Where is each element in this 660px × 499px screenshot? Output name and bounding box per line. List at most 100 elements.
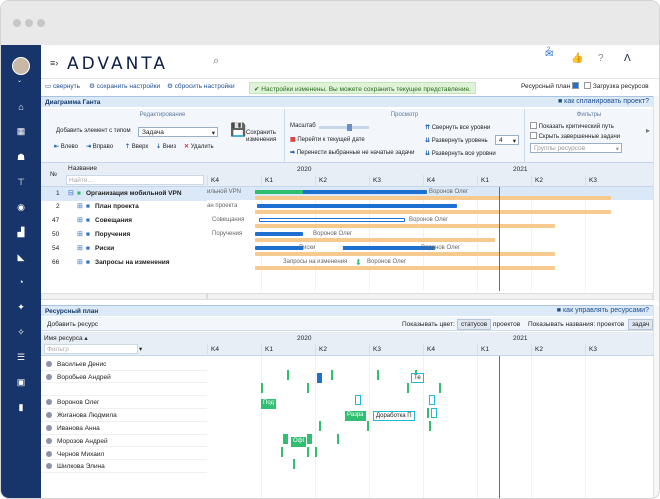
allocation-mark[interactable]: [367, 421, 369, 431]
gantt-bar[interactable]: [255, 190, 427, 194]
resource-groups-select[interactable]: Группы ресурсов ▾: [530, 143, 622, 153]
table-row[interactable]: 66 ⊞ ■ Запросы на изменения: [41, 256, 207, 270]
allocation-box[interactable]: [355, 395, 361, 405]
element-type-select[interactable]: Задача ▾: [138, 127, 218, 137]
menu-icon[interactable]: ≡›: [50, 58, 59, 68]
gantt-help-link[interactable]: ■ как спланировать проект?: [557, 98, 649, 105]
checklist-icon[interactable]: ☰: [16, 352, 26, 362]
resource-help-link[interactable]: ■ как управлять ресурсами?: [556, 307, 649, 314]
reset-settings-button[interactable]: ⚙ сбросить настройки: [167, 83, 235, 90]
resource-row[interactable]: Морозов Андрей: [41, 435, 207, 448]
thumbs-up-icon[interactable]: 👍: [571, 53, 584, 64]
gantt-vertical-scrollbar[interactable]: [653, 96, 659, 301]
table-row[interactable]: 2 ⊞ ■ План проекта: [41, 200, 207, 214]
gantt-bar[interactable]: [255, 252, 555, 256]
expand-toggle-icon[interactable]: ⊞: [77, 259, 83, 266]
allocation-mark[interactable]: [307, 382, 309, 393]
resource-row[interactable]: Иванова Анна: [41, 422, 207, 435]
critical-path-checkbox[interactable]: Показать критический путь: [530, 122, 614, 130]
timeline-horizontal-scrollbar[interactable]: [207, 293, 653, 300]
run-icon[interactable]: ✦: [17, 302, 25, 312]
move-unstarted-button[interactable]: ➡ Перенести выбранные не начатые задачи: [290, 150, 415, 156]
chart-icon[interactable]: ▟: [17, 227, 25, 237]
allocation-mark[interactable]: [261, 382, 263, 393]
delete-button[interactable]: ✕ Удалить: [184, 144, 214, 150]
move-down-button[interactable]: ⇣ Вниз: [156, 144, 177, 150]
allocation-mark[interactable]: [407, 382, 409, 393]
task-box[interactable]: Разра: [345, 411, 366, 422]
gantt-bar[interactable]: [255, 232, 303, 236]
expand-toggle-icon[interactable]: ⊟: [68, 190, 74, 197]
name-filter-input[interactable]: Найти...: [66, 175, 204, 185]
allocation-box[interactable]: [283, 434, 288, 444]
window-dot[interactable]: [13, 19, 21, 27]
resource-load-toggle[interactable]: Загрузка ресурсов: [584, 82, 649, 90]
allocation-mark[interactable]: [281, 446, 283, 457]
bookmark-icon[interactable]: ▮: [18, 402, 24, 412]
level-select[interactable]: 4 ▾: [495, 135, 519, 145]
resource-row[interactable]: Жиганова Людмила: [41, 409, 207, 422]
save-changes-line1[interactable]: Сохранить: [246, 130, 276, 136]
window-dot[interactable]: [25, 19, 33, 27]
resource-name-header[interactable]: Имя ресурса ▴: [44, 335, 88, 342]
allocation-mark[interactable]: [337, 433, 339, 444]
calendar-icon[interactable]: ▦: [16, 126, 26, 136]
circle-icon[interactable]: ◉: [17, 202, 25, 212]
sparkle-icon[interactable]: ✧: [17, 327, 25, 337]
grid-horizontal-scrollbar[interactable]: [41, 293, 207, 300]
add-resource-button[interactable]: Добавить ресурс: [47, 321, 99, 328]
hierarchy-icon[interactable]: ⊤: [17, 177, 25, 187]
scale-slider-handle[interactable]: [347, 124, 352, 131]
resource-vertical-scrollbar[interactable]: [653, 305, 659, 498]
expand-toggle-icon[interactable]: ⊞: [77, 245, 83, 252]
gantt-bar[interactable]: [255, 196, 611, 200]
allocation-mark[interactable]: [293, 459, 295, 470]
task-box[interactable]: Офі: [291, 437, 306, 447]
resource-row[interactable]: Воронов Олег: [41, 396, 207, 409]
resource-row[interactable]: [41, 384, 207, 397]
scale-slider[interactable]: [319, 124, 369, 131]
allocation-box[interactable]: [307, 434, 312, 444]
gantt-bar[interactable]: [255, 210, 611, 214]
ribbon-scroll-right-icon[interactable]: ▸: [646, 126, 651, 135]
move-up-button[interactable]: ⇡ Вверх: [125, 144, 149, 150]
gantt-bar[interactable]: [255, 190, 303, 194]
home-icon[interactable]: ⌂: [18, 102, 24, 112]
help-icon[interactable]: ?: [598, 53, 604, 64]
profile-logo-icon[interactable]: Λ: [624, 53, 631, 64]
window-dot[interactable]: [37, 19, 45, 27]
collapse-all-button[interactable]: ⇈ Свернуть все уровни: [425, 125, 491, 131]
task-box[interactable]: Доработка П: [373, 411, 415, 422]
expand-toggle-icon[interactable]: ⊞: [77, 231, 83, 238]
gantt-bar[interactable]: [255, 246, 435, 250]
move-right-button[interactable]: ⇥ Вправо: [86, 144, 114, 150]
chevron-down-icon[interactable]: ⌄: [17, 78, 23, 84]
allocation-mark[interactable]: [319, 421, 321, 431]
save-settings-button[interactable]: ⚙ сохранить настройки: [89, 83, 161, 90]
col-name-header[interactable]: Название: [68, 165, 98, 172]
table-row[interactable]: 50 ⊞ ■ Поручения: [41, 228, 207, 242]
allocation-mark[interactable]: [315, 446, 317, 457]
gantt-bar[interactable]: [259, 218, 405, 222]
allocation-mark[interactable]: [331, 369, 333, 380]
gantt-bar[interactable]: [255, 224, 555, 228]
table-row[interactable]: 47 ⊞ ■ Совещания: [41, 214, 207, 228]
allocation-mark[interactable]: [377, 369, 379, 380]
gantt-bar[interactable]: [255, 266, 555, 270]
gantt-bar[interactable]: [303, 246, 343, 250]
collapse-button[interactable]: ▭ свернуть: [45, 83, 81, 90]
gauge-icon[interactable]: ◔: [18, 277, 24, 287]
allocation-mark[interactable]: [427, 408, 429, 419]
hide-done-checkbox[interactable]: Скрыть завершенные задачи: [530, 132, 620, 140]
users-icon[interactable]: ☗: [16, 152, 26, 162]
window-icon[interactable]: ▣: [16, 377, 26, 387]
table-row[interactable]: 54 ⊞ ■ Риски: [41, 242, 207, 256]
color-by-project-button[interactable]: проектов: [493, 321, 521, 328]
move-left-button[interactable]: ⇤ Влево: [54, 144, 78, 150]
gantt-bar[interactable]: [255, 238, 495, 242]
search-icon[interactable]: ⌕: [213, 55, 220, 67]
avatar[interactable]: [12, 57, 30, 75]
allocation-mark[interactable]: [429, 421, 431, 431]
gantt-bar[interactable]: [257, 204, 457, 208]
allocation-mark[interactable]: [307, 446, 309, 457]
